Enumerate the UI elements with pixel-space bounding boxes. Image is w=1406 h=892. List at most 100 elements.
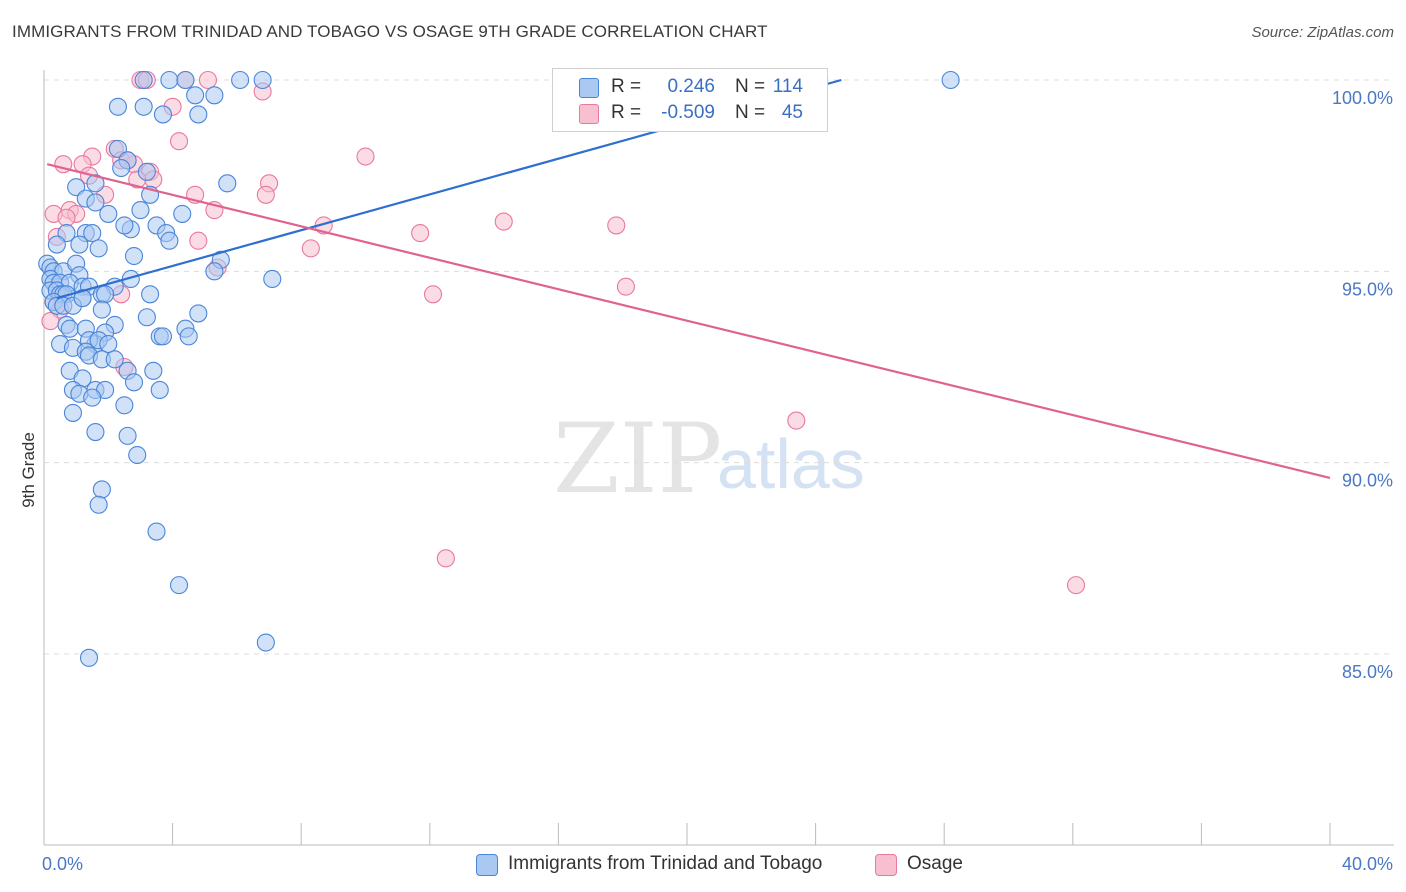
trinidad-point bbox=[105, 350, 124, 369]
osage-point bbox=[423, 285, 443, 304]
trinidad-point bbox=[108, 97, 127, 116]
legend-swatch-blue bbox=[579, 78, 599, 98]
osage-point bbox=[494, 212, 513, 231]
trinidad-point bbox=[73, 289, 92, 308]
trinidad-point bbox=[160, 231, 179, 250]
watermark: ZIP atlas bbox=[553, 403, 865, 515]
trinidad-point bbox=[86, 193, 105, 212]
trinidad-point bbox=[99, 334, 118, 354]
trinidad-point bbox=[131, 201, 150, 220]
osage-point bbox=[1066, 576, 1086, 595]
axes bbox=[43, 70, 1394, 846]
r-value: 0.246 bbox=[667, 76, 715, 97]
correlation-legend: R = 0.246 N = 114 R = -0.509 N = 45 bbox=[552, 68, 828, 132]
trinidad-point bbox=[186, 86, 205, 105]
osage-point bbox=[436, 549, 455, 568]
trinidad-point bbox=[176, 70, 195, 90]
trinidad-point bbox=[115, 396, 134, 415]
trinidad-point bbox=[173, 204, 192, 223]
trinidad-point bbox=[256, 633, 275, 652]
trinidad-point bbox=[79, 648, 99, 667]
trinidad-point bbox=[153, 105, 173, 124]
trinidad-point bbox=[253, 70, 272, 90]
osage-point bbox=[607, 216, 626, 235]
trinidad-point bbox=[124, 246, 144, 266]
osage-point bbox=[356, 147, 375, 166]
trinidad-point bbox=[169, 576, 189, 595]
watermark-zip: ZIP bbox=[553, 403, 722, 515]
trinidad-point bbox=[83, 224, 102, 243]
osage-point bbox=[169, 132, 189, 151]
trinidad-point bbox=[263, 269, 282, 289]
y-tick-label: 90.0% bbox=[1342, 471, 1393, 491]
trinidad-point bbox=[218, 174, 237, 193]
legend-swatch-blue bbox=[476, 854, 498, 876]
trinidad-point bbox=[128, 445, 147, 465]
n-label: N = bbox=[735, 76, 766, 97]
legend-label: Osage bbox=[907, 853, 963, 874]
legend-row-trinidad: R = 0.246 N = 114 bbox=[553, 75, 827, 101]
trinidad-point bbox=[231, 70, 250, 90]
trinidad-point bbox=[134, 97, 153, 116]
x-tick-label: 0.0% bbox=[42, 854, 83, 874]
osage-point bbox=[256, 185, 275, 204]
y-tick-label: 100.0% bbox=[1332, 88, 1393, 108]
series-legend: Immigrants from Trinidad and Tobago Osag… bbox=[0, 852, 1406, 878]
trinidad-point bbox=[89, 495, 108, 514]
osage-point bbox=[57, 208, 76, 227]
osage-point bbox=[787, 411, 806, 430]
trinidad-point bbox=[112, 158, 131, 178]
trinidad-point bbox=[941, 70, 960, 90]
legend-label: Immigrants from Trinidad and Tobago bbox=[508, 853, 823, 874]
osage-point bbox=[411, 224, 430, 243]
trinidad-point bbox=[205, 262, 224, 281]
trinidad-point bbox=[89, 239, 108, 258]
y-axis-label: 9th Grade bbox=[19, 432, 38, 508]
trinidad-point bbox=[189, 105, 208, 124]
x-tick-label: 40.0% bbox=[1342, 854, 1393, 874]
osage-point bbox=[616, 277, 635, 296]
osage-points bbox=[41, 70, 1086, 595]
trinidad-point bbox=[99, 204, 118, 223]
r-label: R = bbox=[611, 102, 642, 123]
trinidad-point bbox=[179, 327, 198, 346]
trinidad-point bbox=[137, 308, 156, 327]
watermark-atlas: atlas bbox=[717, 425, 865, 503]
legend-swatch-pink bbox=[875, 854, 897, 876]
trinidad-point bbox=[92, 300, 111, 319]
osage-point bbox=[301, 239, 320, 258]
trinidad-point bbox=[63, 403, 82, 422]
trinidad-point bbox=[147, 522, 166, 541]
trinidad-point bbox=[83, 388, 102, 407]
trinidad-point bbox=[134, 70, 153, 90]
grid bbox=[44, 79, 1394, 655]
legend-row-osage: R = -0.509 N = 45 bbox=[553, 101, 827, 127]
trinidad-point bbox=[115, 216, 134, 235]
osage-point bbox=[198, 70, 218, 90]
r-label: R = bbox=[611, 76, 642, 97]
trinidad-point bbox=[118, 426, 137, 445]
legend-swatch-pink bbox=[579, 104, 599, 124]
trinidad-point bbox=[137, 162, 156, 181]
y-tick-label: 85.0% bbox=[1342, 662, 1393, 682]
source-credit: Source: ZipAtlas.com bbox=[1251, 24, 1394, 41]
osage-trend-line bbox=[46, 163, 1331, 480]
n-value: 114 bbox=[772, 76, 803, 97]
trinidad-point bbox=[160, 70, 179, 90]
trinidad-point bbox=[92, 480, 111, 499]
trinidad-point bbox=[96, 285, 115, 304]
trinidad-point bbox=[60, 319, 79, 338]
trinidad-point bbox=[153, 327, 173, 346]
trinidad-point bbox=[70, 235, 89, 254]
trinidad-points bbox=[38, 70, 960, 667]
n-value: 45 bbox=[781, 102, 803, 123]
trinidad-point bbox=[86, 174, 105, 193]
trinidad-point bbox=[150, 380, 169, 400]
osage-point bbox=[41, 312, 60, 331]
trinidad-point bbox=[86, 423, 105, 442]
trinidad-point bbox=[47, 235, 66, 254]
trinidad-point bbox=[141, 285, 160, 304]
chart-title: IMMIGRANTS FROM TRINIDAD AND TOBAGO VS O… bbox=[12, 22, 768, 41]
trinidad-point bbox=[124, 373, 144, 392]
n-label: N = bbox=[735, 102, 766, 123]
